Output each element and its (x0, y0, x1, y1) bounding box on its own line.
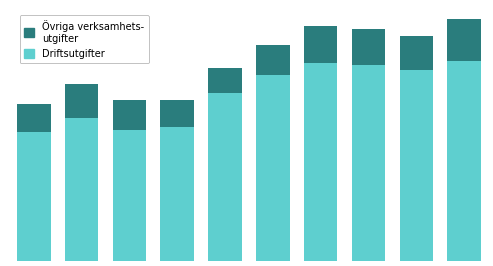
Bar (400, 70, 433, 261)
Bar (161, 100, 194, 127)
Bar (209, 68, 242, 93)
Bar (448, 19, 481, 61)
Bar (209, 93, 242, 261)
Bar (113, 130, 146, 261)
Bar (65, 118, 98, 261)
Bar (352, 65, 385, 261)
Legend: Övriga verksamhets-
utgifter, Driftsutgifter: Övriga verksamhets- utgifter, Driftsutgi… (20, 15, 149, 64)
Bar (400, 36, 433, 70)
Bar (161, 127, 194, 261)
Bar (304, 63, 337, 261)
Bar (304, 26, 337, 63)
Bar (113, 100, 146, 130)
Bar (256, 45, 289, 74)
Bar (17, 132, 50, 261)
Bar (17, 105, 50, 132)
Bar (65, 84, 98, 118)
Bar (256, 74, 289, 261)
Bar (352, 29, 385, 65)
Bar (448, 61, 481, 261)
